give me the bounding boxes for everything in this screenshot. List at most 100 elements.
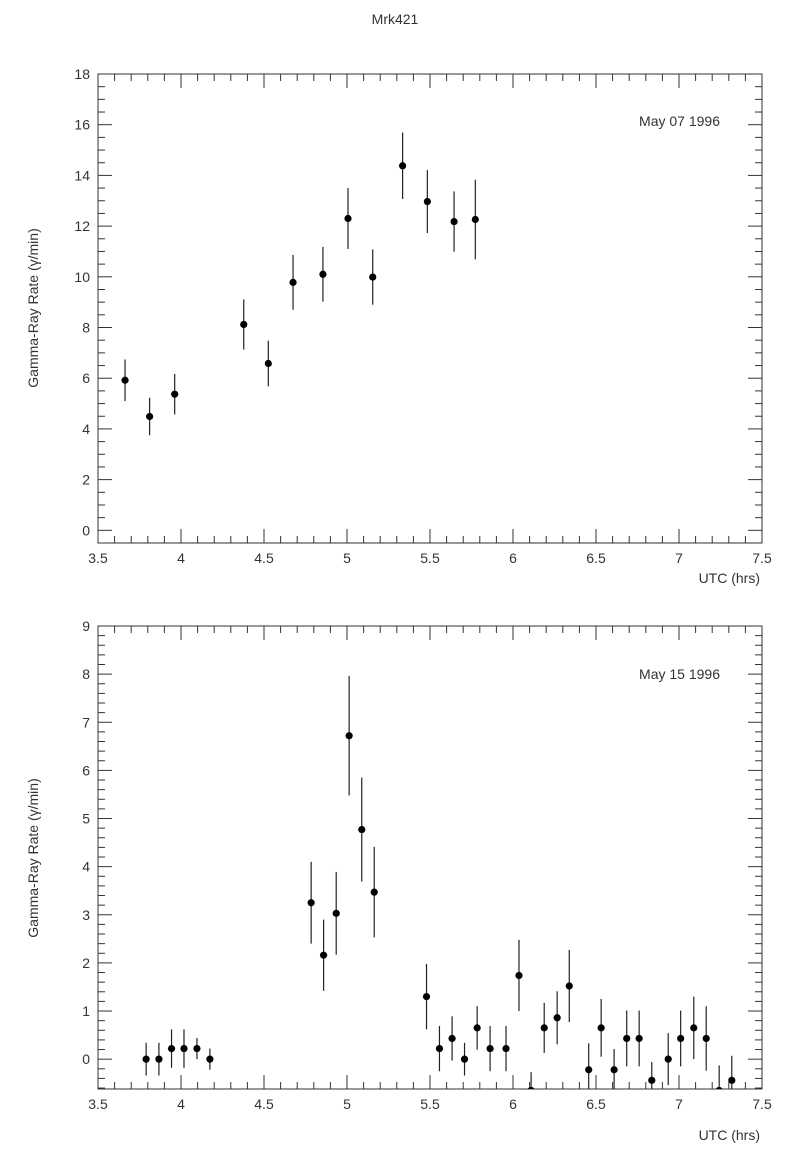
data-point [289, 278, 297, 286]
data-point [369, 273, 377, 281]
plot-annotation: May 15 1996 [639, 666, 720, 682]
data-point [677, 1034, 685, 1043]
y-tick-label: 0 [82, 1051, 90, 1067]
data-point [450, 217, 458, 226]
y-tick-label: 1 [82, 1003, 90, 1019]
x-tick-label: 6.5 [586, 1096, 606, 1112]
y-tick-label: 18 [74, 66, 90, 82]
data-point [121, 376, 129, 384]
data-point [146, 412, 154, 421]
data-point [399, 162, 407, 170]
data-point [527, 1086, 535, 1089]
data-point [423, 197, 431, 206]
data-point [502, 1044, 510, 1053]
data-point [345, 732, 353, 740]
figure-title: Mrk421 [372, 11, 419, 27]
data-point [358, 825, 366, 834]
y-tick-label: 8 [82, 320, 90, 336]
data-point [690, 1024, 698, 1032]
data-point [319, 951, 328, 959]
y-tick-label: 14 [74, 167, 90, 183]
data-point [540, 1024, 548, 1032]
x-tick-label: 4.5 [254, 1096, 274, 1112]
data-point [565, 982, 573, 990]
x-tick-label: 6.5 [586, 550, 606, 566]
x-tick-label: 7 [675, 1096, 683, 1112]
data-point [486, 1044, 494, 1053]
data-point [610, 1066, 618, 1074]
data-point [307, 899, 315, 907]
data-point [206, 1055, 214, 1063]
y-tick-label: 10 [74, 269, 90, 285]
x-tick-label: 3.5 [88, 1096, 108, 1112]
plot-annotation: May 07 1996 [639, 113, 720, 129]
x-tick-label: 6 [509, 550, 517, 566]
data-point [553, 1014, 561, 1022]
data-point [623, 1034, 631, 1043]
data-point [422, 992, 431, 1001]
x-axis-label: UTC (hrs) [699, 1127, 760, 1143]
data-point [370, 888, 378, 896]
y-tick-label: 8 [82, 666, 90, 682]
plot-frame [97, 73, 763, 544]
y-tick-label: 16 [74, 117, 90, 133]
data-point [702, 1034, 710, 1043]
x-tick-label: 5 [343, 550, 351, 566]
data-point [635, 1034, 643, 1043]
data-series [142, 676, 736, 1089]
data-point [240, 320, 248, 329]
y-tick-label: 6 [82, 370, 90, 386]
data-point [473, 1024, 481, 1032]
plot-may-15: May 15 1996 UTC (hrs) Gamma-Ray Rate (γ/… [25, 618, 772, 1143]
y-tick-label: 9 [82, 618, 90, 634]
plot-frame [97, 625, 763, 1090]
y-tick-label: 2 [82, 955, 90, 971]
x-tick-label: 6 [509, 1096, 517, 1112]
y-tick-label: 6 [82, 762, 90, 778]
x-tick-label: 4.5 [254, 550, 274, 566]
x-tick-label: 5.5 [420, 550, 440, 566]
data-point [319, 270, 327, 278]
plot-may-07: May 07 1996 UTC (hrs) Gamma-Ray Rate (γ/… [25, 66, 772, 586]
data-point [180, 1044, 188, 1053]
x-tick-label: 7.5 [752, 550, 772, 566]
x-tick-label: 5 [343, 1096, 351, 1112]
y-tick-label: 7 [82, 714, 90, 730]
data-point [648, 1076, 656, 1084]
x-tick-label: 3.5 [88, 550, 108, 566]
data-point [264, 359, 272, 368]
data-point [142, 1055, 150, 1063]
data-point [597, 1024, 605, 1032]
y-tick-label: 0 [82, 522, 90, 538]
y-tick-label: 4 [82, 421, 90, 437]
data-point [515, 971, 523, 980]
data-point [155, 1055, 163, 1063]
data-point [344, 214, 352, 223]
data-point [448, 1034, 456, 1043]
x-axis-label: UTC (hrs) [699, 570, 760, 586]
data-point [193, 1044, 201, 1053]
y-tick-label: 12 [74, 218, 90, 234]
data-point [167, 1044, 176, 1053]
y-tick-label: 2 [82, 472, 90, 488]
x-tick-label: 7 [675, 550, 683, 566]
data-point [664, 1055, 672, 1063]
data-point [728, 1076, 736, 1084]
data-point [585, 1066, 593, 1074]
data-point [332, 909, 340, 917]
x-tick-label: 7.5 [752, 1096, 772, 1112]
y-tick-label: 5 [82, 811, 90, 827]
data-point [435, 1044, 444, 1053]
data-point [715, 1086, 723, 1089]
data-point [460, 1055, 469, 1063]
x-tick-label: 4 [177, 550, 185, 566]
x-tick-label: 4 [177, 1096, 185, 1112]
data-series [121, 132, 479, 436]
data-point [171, 390, 179, 398]
y-tick-label: 3 [82, 907, 90, 923]
y-tick-label: 4 [82, 859, 90, 875]
y-axis-label: Gamma-Ray Rate (γ/min) [25, 778, 41, 937]
data-point [471, 215, 479, 224]
x-tick-label: 5.5 [420, 1096, 440, 1112]
